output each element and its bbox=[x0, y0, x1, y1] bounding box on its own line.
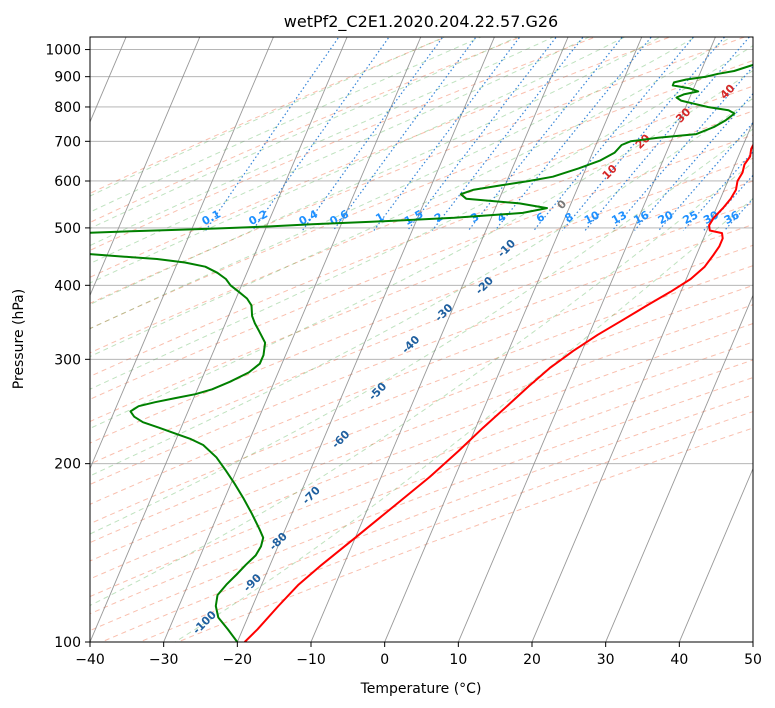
isotherm-line bbox=[90, 37, 348, 642]
x-tick-label: 0 bbox=[380, 652, 389, 668]
dry-adiabat-line bbox=[90, 37, 448, 194]
x-tick-label: 30 bbox=[597, 652, 615, 668]
mixing-ratio-label: 30 bbox=[701, 208, 721, 227]
moist-adiabat-line bbox=[90, 97, 753, 477]
temperature-profile-line bbox=[243, 143, 753, 642]
dry-adiabat-line bbox=[90, 37, 597, 251]
mixing-ratio-line bbox=[494, 37, 653, 231]
dry-adiabat-line bbox=[90, 322, 753, 580]
dry-adiabat-line bbox=[138, 411, 753, 642]
y-tick-label: 200 bbox=[54, 457, 81, 473]
mixing-ratio-line bbox=[658, 121, 753, 231]
mixing-ratio-line bbox=[431, 37, 584, 231]
moist-adiabat-line bbox=[90, 161, 753, 607]
y-tick-label: 700 bbox=[54, 134, 81, 150]
mixing-ratio-line bbox=[561, 37, 726, 231]
x-axis: −40 −30 −20 −10 0 10 20 30 40 50 bbox=[75, 642, 762, 668]
chart-title: wetPf2_C2E1.2020.204.22.57.G26 bbox=[284, 12, 558, 32]
y-tick-label: 100 bbox=[54, 635, 81, 651]
dry-adiabat-line bbox=[90, 341, 753, 598]
mixing-ratio-line bbox=[332, 37, 477, 231]
moist-adiabat-line bbox=[174, 197, 753, 642]
mixing-ratio-lines bbox=[205, 37, 753, 231]
x-tick-label: −20 bbox=[223, 652, 253, 668]
mixing-ratio-label: 16 bbox=[632, 208, 652, 227]
dry-adiabat-line bbox=[100, 394, 753, 642]
moist-adiabat-line bbox=[90, 37, 732, 358]
mixing-ratio-label: 36 bbox=[722, 208, 742, 227]
dry-adiabat-line bbox=[90, 304, 753, 562]
mixing-ratio-label: 25 bbox=[681, 208, 701, 227]
mixing-ratio-line bbox=[611, 65, 753, 231]
isotherm-line bbox=[531, 120, 753, 642]
x-tick-label: −40 bbox=[75, 652, 105, 668]
isotherm-grid bbox=[90, 37, 753, 642]
moist-adiabat-line bbox=[90, 128, 753, 535]
moist-adiabat-line bbox=[90, 37, 662, 306]
mixing-ratio-labels: 0.1 0.2 0.4 0.6 1 1.5 2 3 4 6 8 10 13 16 20 25 30 36 bbox=[200, 207, 742, 228]
isotherm-line bbox=[90, 37, 274, 470]
isotherm-line bbox=[163, 37, 422, 642]
x-tick-label: 40 bbox=[670, 652, 688, 668]
y-tick-label: 500 bbox=[54, 221, 81, 237]
dry-adiabat-line bbox=[90, 359, 753, 615]
isotherm-line bbox=[90, 37, 201, 297]
isotherm-line bbox=[678, 467, 753, 642]
isotherm-line bbox=[384, 37, 643, 642]
x-tick-label: 20 bbox=[523, 652, 541, 668]
moist-adiabat-line bbox=[90, 37, 555, 247]
y-tick-label: 400 bbox=[54, 278, 81, 294]
moist-adiabat-line bbox=[90, 37, 483, 213]
x-axis-label: Temperature (°C) bbox=[360, 681, 482, 697]
dry-adiabat-line bbox=[90, 37, 522, 223]
mixing-ratio-line bbox=[584, 37, 751, 231]
y-axis-label: Pressure (hPa) bbox=[11, 289, 27, 389]
dry-adiabat-line bbox=[90, 134, 753, 400]
isotherm-line bbox=[457, 37, 716, 642]
dry-adiabat-line bbox=[90, 202, 753, 465]
sounding-profiles bbox=[90, 63, 753, 642]
x-tick-label: 10 bbox=[449, 652, 467, 668]
dewpoint-profile-line bbox=[90, 63, 753, 642]
plot-frame bbox=[89, 36, 754, 643]
x-tick-label: −10 bbox=[296, 652, 326, 668]
x-tick-label: −30 bbox=[149, 652, 179, 668]
y-tick-label: 600 bbox=[54, 174, 81, 190]
background-lines bbox=[90, 37, 753, 642]
isobar-grid bbox=[90, 49, 753, 642]
x-tick-label: 50 bbox=[744, 652, 762, 668]
mixing-ratio-line bbox=[634, 92, 753, 231]
dry-adiabat-line bbox=[90, 244, 753, 505]
mixing-ratio-line bbox=[407, 37, 558, 231]
mixing-ratio-line bbox=[205, 37, 340, 231]
y-axis: 1000 900 800 700 600 500 400 300 200 100 bbox=[45, 43, 90, 651]
y-tick-label: 900 bbox=[54, 70, 81, 86]
y-tick-label: 300 bbox=[54, 352, 81, 368]
mixing-ratio-line bbox=[373, 37, 521, 231]
isotherm-line bbox=[310, 37, 569, 642]
isotherm-line bbox=[605, 294, 753, 642]
mixing-ratio-label: 10 bbox=[582, 208, 602, 227]
moist-adiabat-line bbox=[90, 37, 591, 265]
y-tick-label: 1000 bbox=[45, 43, 81, 59]
mixing-ratio-label: 20 bbox=[656, 208, 676, 227]
dry-adiabat-line bbox=[90, 37, 672, 278]
moist-adiabat-line bbox=[90, 37, 697, 330]
mixing-ratio-label: 13 bbox=[609, 208, 629, 227]
mixing-ratio-line bbox=[468, 37, 624, 231]
y-tick-label: 800 bbox=[54, 100, 81, 116]
isotherm-line bbox=[236, 37, 495, 642]
mixing-ratio-line bbox=[533, 37, 695, 231]
dry-adiabat-line bbox=[90, 180, 753, 444]
moist-adiabat-line bbox=[90, 37, 626, 284]
